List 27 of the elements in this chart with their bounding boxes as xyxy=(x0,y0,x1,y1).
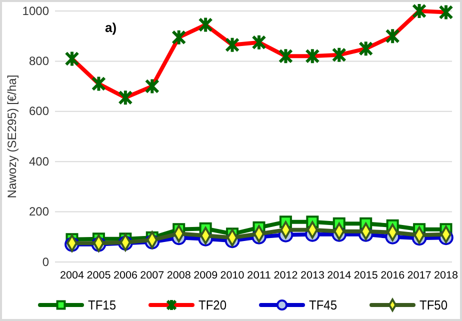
y-tick-label: 200 xyxy=(28,204,50,219)
x-tick-label: 2017 xyxy=(407,269,432,282)
x-tick-label: 2005 xyxy=(86,269,111,282)
y-axis-title: Nawozy (SE295) [€/ha] xyxy=(5,74,19,198)
x-tick-label: 2018 xyxy=(434,269,458,282)
x-tick-label: 2015 xyxy=(354,269,378,282)
x-tick-label: 2016 xyxy=(380,269,405,282)
y-tick-label: 0 xyxy=(42,254,50,269)
legend-label: TF45 xyxy=(309,298,340,312)
x-tick-label: 2013 xyxy=(300,269,325,282)
x-tick-label: 2006 xyxy=(113,269,138,282)
text: a) xyxy=(105,20,117,35)
x-tick-label: 2010 xyxy=(220,269,244,282)
y-tick-label: 800 xyxy=(28,54,50,68)
x-tick-label: 2012 xyxy=(274,269,298,282)
legend-label: TF20 xyxy=(198,298,229,312)
y-tick-label: 600 xyxy=(28,104,50,118)
x-tick-label: 2009 xyxy=(194,269,218,282)
x-tick-label: 2014 xyxy=(327,269,352,282)
y-tick-label: 1000 xyxy=(22,4,50,18)
x-tick-label: 2011 xyxy=(247,269,272,282)
y-tick-label: 400 xyxy=(28,154,50,168)
x-tick-label: 2008 xyxy=(166,269,192,282)
x-tick-label: 2004 xyxy=(60,269,84,282)
legend-label: TF15 xyxy=(88,298,118,312)
legend-label: TF50 xyxy=(420,298,450,312)
x-tick-label: 2007 xyxy=(140,269,164,282)
